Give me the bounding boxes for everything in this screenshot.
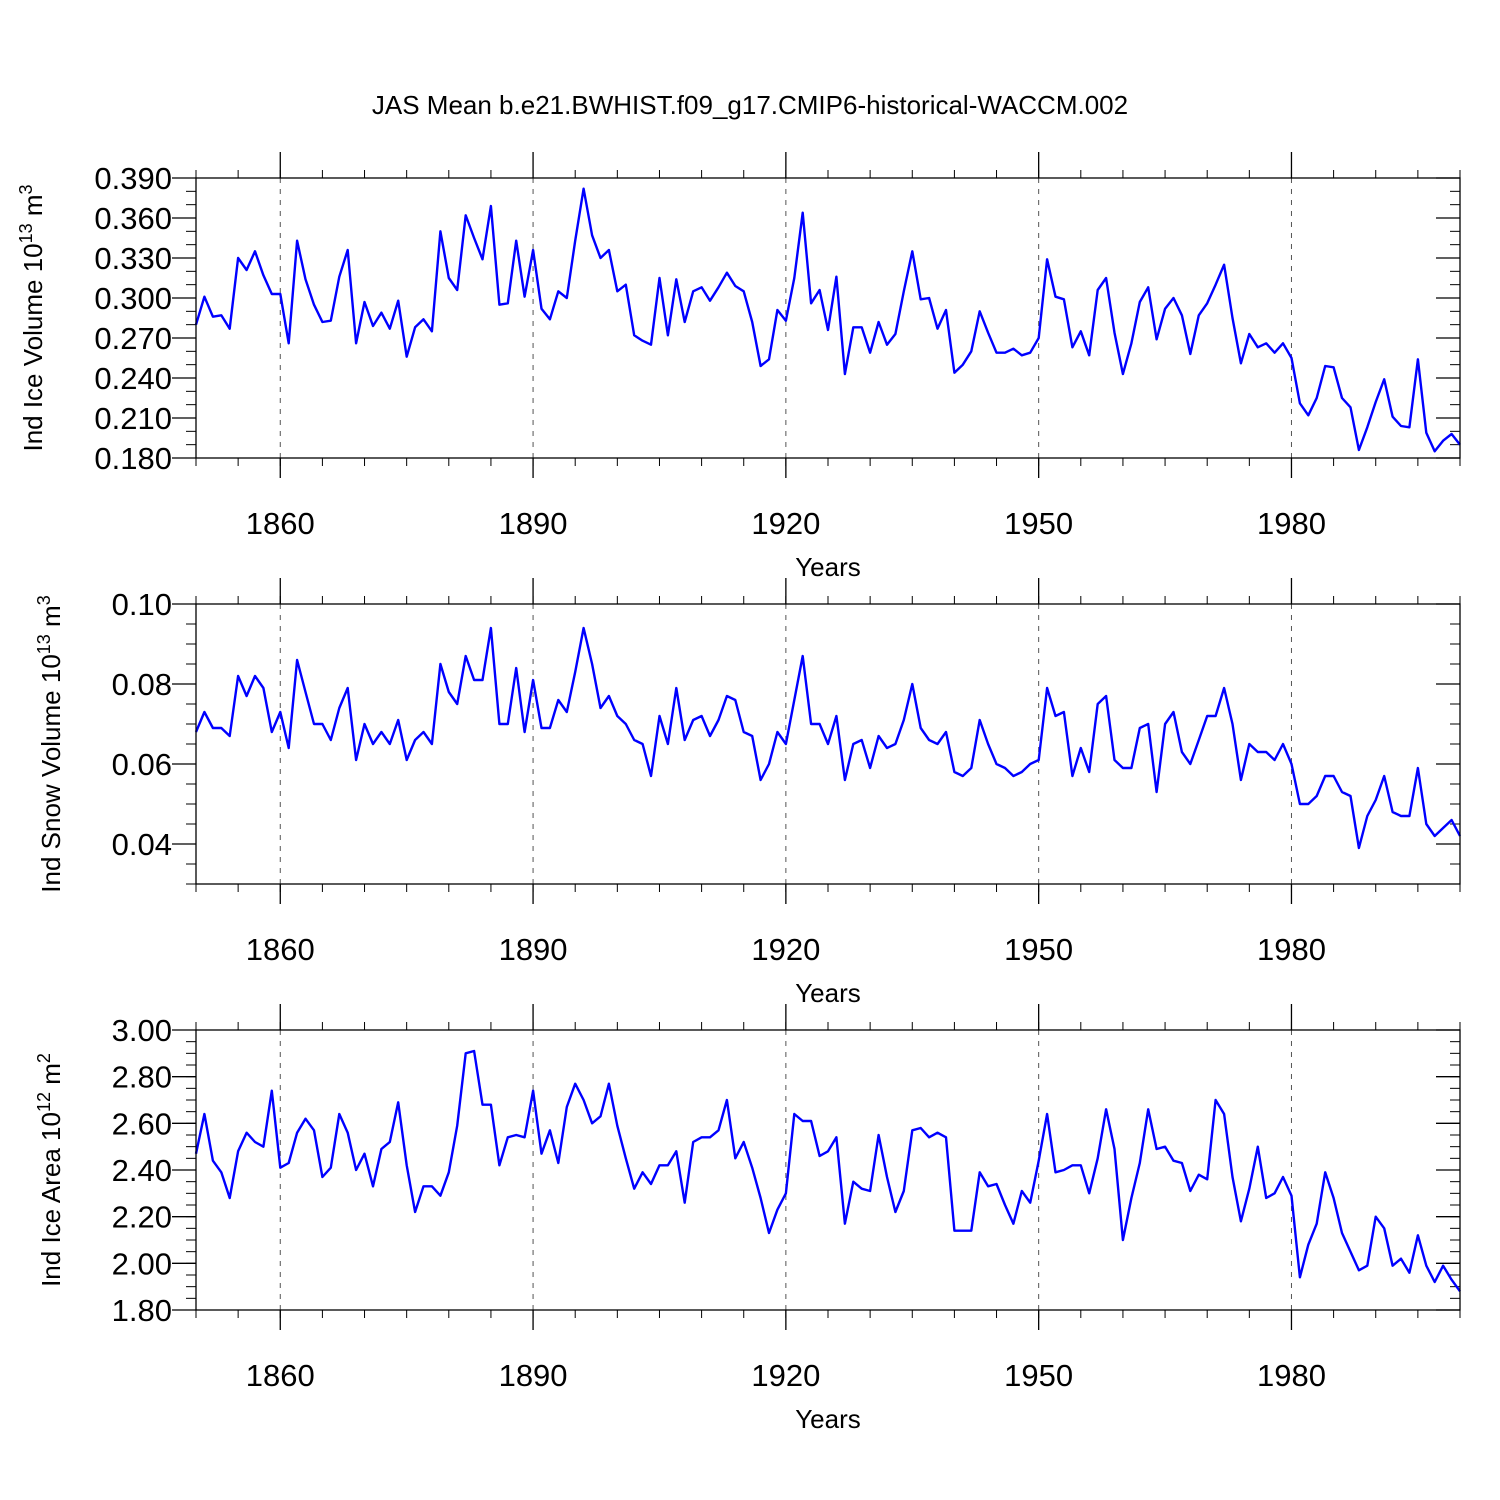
x-tick-label: 1980: [1257, 506, 1326, 541]
x-tick-label: 1890: [499, 1358, 568, 1393]
x-tick-label: 1860: [246, 932, 315, 967]
x-tick-label: 1890: [499, 932, 568, 967]
y-tick-label: 2.20: [112, 1200, 172, 1235]
x-tick-label: 1980: [1257, 932, 1326, 967]
x-tick-label: 1950: [1004, 932, 1073, 967]
y-tick-label: 0.06: [112, 747, 172, 782]
x-tick-label: 1860: [246, 1358, 315, 1393]
y-label-main: Ind Ice Volume 10: [18, 243, 48, 451]
y-label-unit: m: [36, 1063, 66, 1092]
y-tick-label: 2.80: [112, 1060, 172, 1095]
x-axis-label: Years: [795, 978, 861, 1008]
y-tick-label: 2.40: [112, 1153, 172, 1188]
x-axis-label: Years: [795, 552, 861, 582]
panel-ice-area: 1860 1890 1920 1950 1980 1.80 2.00 2.20 2.40 2.60…: [34, 1004, 1461, 1434]
plot-frame: [195, 177, 1461, 459]
y-tick-label: 0.08: [112, 667, 172, 702]
x-tick-label: 1980: [1257, 1358, 1326, 1393]
x-tick-label: 1920: [751, 506, 820, 541]
x-axis-label: Years: [795, 1404, 861, 1434]
y-label-unit: m: [36, 605, 66, 634]
panel-snow-volume: 1860 1890 1920 1950 1980 0.04 0.06 0.08 0.10 Year…: [34, 578, 1462, 1008]
y-tick-label: 2.00: [112, 1246, 172, 1281]
chart-title: JAS Mean b.e21.BWHIST.f09_g17.CMIP6-hist…: [372, 90, 1128, 120]
y-label-exponent: 12: [34, 1092, 54, 1112]
y-label-main: Ind Snow Volume 10: [36, 654, 66, 893]
y-tick-label: 0.10: [112, 587, 172, 622]
y-label-unit: m: [18, 194, 48, 223]
y-axis-label: Ind Snow Volume 1013 m3: [34, 595, 66, 892]
x-tick-label: 1920: [751, 932, 820, 967]
y-tick-label: 2.60: [112, 1106, 172, 1141]
y-axis-label: Ind Ice Volume 1013 m3: [16, 184, 48, 451]
series-line: [194, 626, 1462, 850]
y-tick-label: 0.210: [94, 401, 172, 436]
y-label-exponent: 13: [34, 634, 54, 654]
series-line: [194, 187, 1461, 453]
x-tick-label: 1950: [1004, 1358, 1073, 1393]
y-tick-label: 1.80: [112, 1293, 172, 1328]
y-axis-label: Ind Ice Area 1012 m2: [34, 1053, 66, 1287]
y-tick-label: 0.180: [94, 441, 172, 476]
x-tick-label: 1860: [246, 506, 315, 541]
x-tick-label: 1950: [1004, 506, 1073, 541]
y-tick-label: 3.00: [112, 1013, 172, 1048]
y-label-exponent: 13: [16, 223, 36, 243]
y-label-unit-exponent: 3: [16, 184, 36, 194]
y-tick-label: 0.390: [94, 161, 172, 196]
plot-frame: [195, 603, 1461, 885]
x-tick-label: 1890: [499, 506, 568, 541]
panel-ice-volume: 1860 1890 1920 1950 1980 0.180 0.210 0.240 0.270…: [16, 152, 1461, 582]
y-label-unit-exponent: 3: [34, 595, 54, 605]
x-tick-label: 1920: [751, 1358, 820, 1393]
y-tick-label: 0.04: [112, 827, 172, 862]
y-label-main: Ind Ice Area 10: [36, 1112, 66, 1287]
y-tick-label: 0.270: [94, 321, 172, 356]
y-tick-label: 0.300: [94, 281, 172, 316]
y-tick-label: 0.330: [94, 241, 172, 276]
y-label-unit-exponent: 2: [34, 1053, 54, 1063]
series-line: [194, 1049, 1461, 1293]
y-tick-label: 0.360: [94, 201, 172, 236]
y-tick-label: 0.240: [94, 361, 172, 396]
plot-frame: [195, 1029, 1461, 1311]
